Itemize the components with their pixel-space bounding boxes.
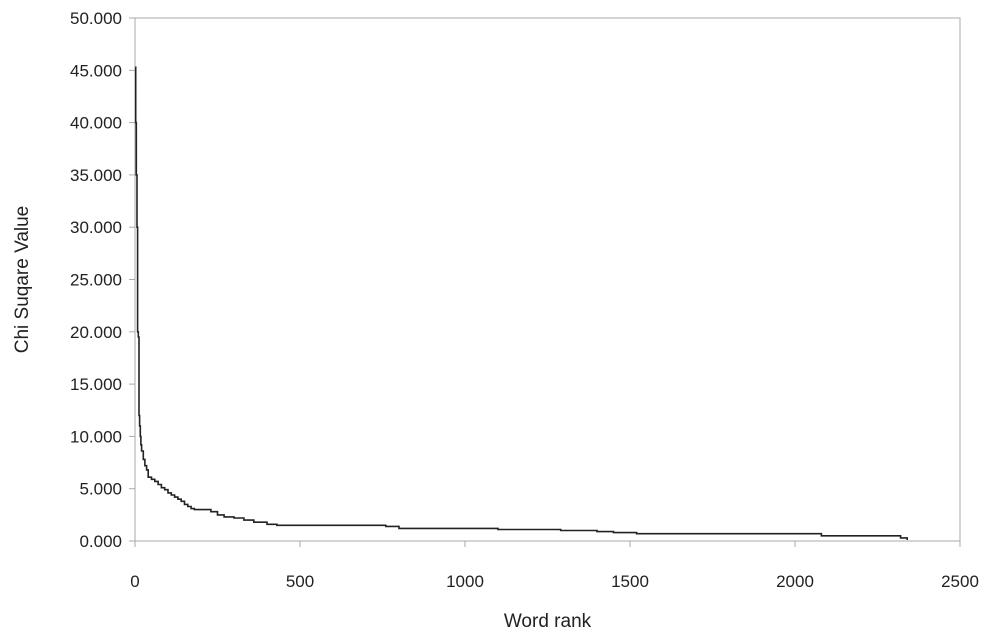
series-line — [134, 66, 908, 540]
y-tick-label: 5.000 — [79, 480, 122, 499]
y-tick-label: 40.000 — [70, 114, 122, 133]
plot-frame — [134, 17, 961, 542]
x-axis: 0 500 1000 1500 2000 2500 — [130, 541, 979, 591]
y-tick-label: 15.000 — [70, 375, 122, 394]
x-tick-label: 2000 — [776, 572, 814, 591]
y-tick-label: 50.000 — [70, 9, 122, 28]
y-tick-label: 35.000 — [70, 166, 122, 185]
y-axis: 0.000 5.000 10.000 15.000 20.000 25.000 30.000… — [70, 9, 135, 551]
y-axis-title: Chi Suqare Value — [12, 206, 33, 354]
x-tick-label: 0 — [130, 572, 139, 591]
x-tick-label: 500 — [286, 572, 314, 591]
y-tick-label: 20.000 — [70, 323, 122, 342]
y-tick-label: 25.000 — [70, 271, 122, 290]
y-tick-label: 0.000 — [79, 532, 122, 551]
x-axis-title: Word rank — [504, 611, 592, 632]
y-tick-label: 45.000 — [70, 61, 122, 80]
x-tick-label: 2500 — [941, 572, 979, 591]
y-tick-label: 10.000 — [70, 427, 122, 446]
x-tick-label: 1500 — [611, 572, 649, 591]
x-tick-label: 1000 — [446, 572, 484, 591]
y-tick-label: 30.000 — [70, 218, 122, 237]
